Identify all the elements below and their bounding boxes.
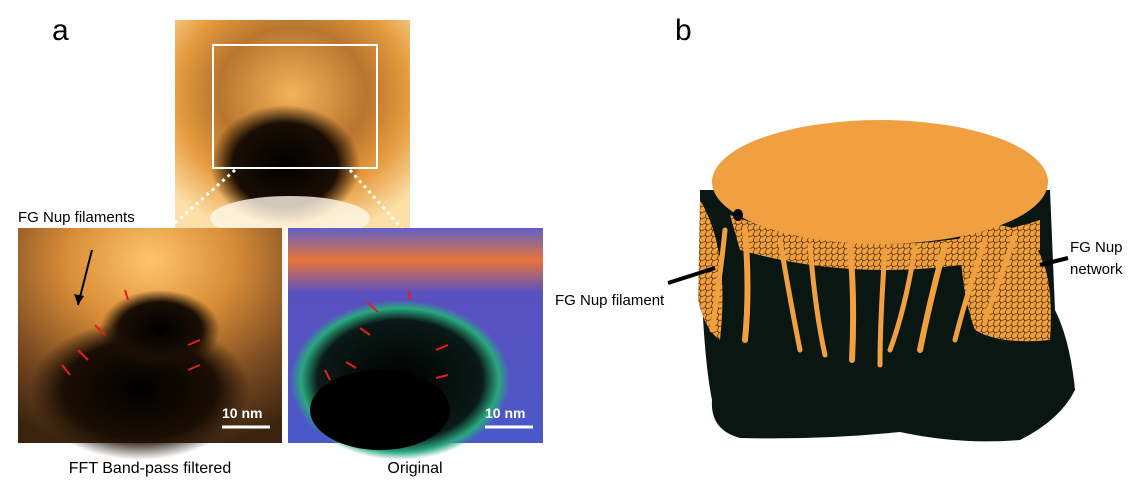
caption: FFT Band-pass filtered (69, 460, 231, 477)
panel-label: a (52, 14, 69, 47)
annotation: FG Nup filaments (18, 209, 135, 226)
caption: Original (387, 460, 442, 477)
annotation: network (1070, 261, 1123, 278)
annotation: FG Nup (1070, 239, 1123, 256)
filament (850, 245, 853, 360)
scale-label: 10 nm (485, 405, 525, 421)
scale-label: 10 nm (222, 405, 262, 421)
annotation: FG Nup filament (555, 292, 665, 309)
panel-label: b (675, 14, 692, 47)
figure: a FG Nup filaments 10 nm FFT Band-pass f… (0, 0, 1130, 491)
cytoplasmic-ring (712, 120, 1048, 244)
dot (733, 209, 743, 221)
pore-core (310, 370, 450, 450)
pore-shadow (100, 290, 220, 370)
filament (745, 230, 748, 340)
